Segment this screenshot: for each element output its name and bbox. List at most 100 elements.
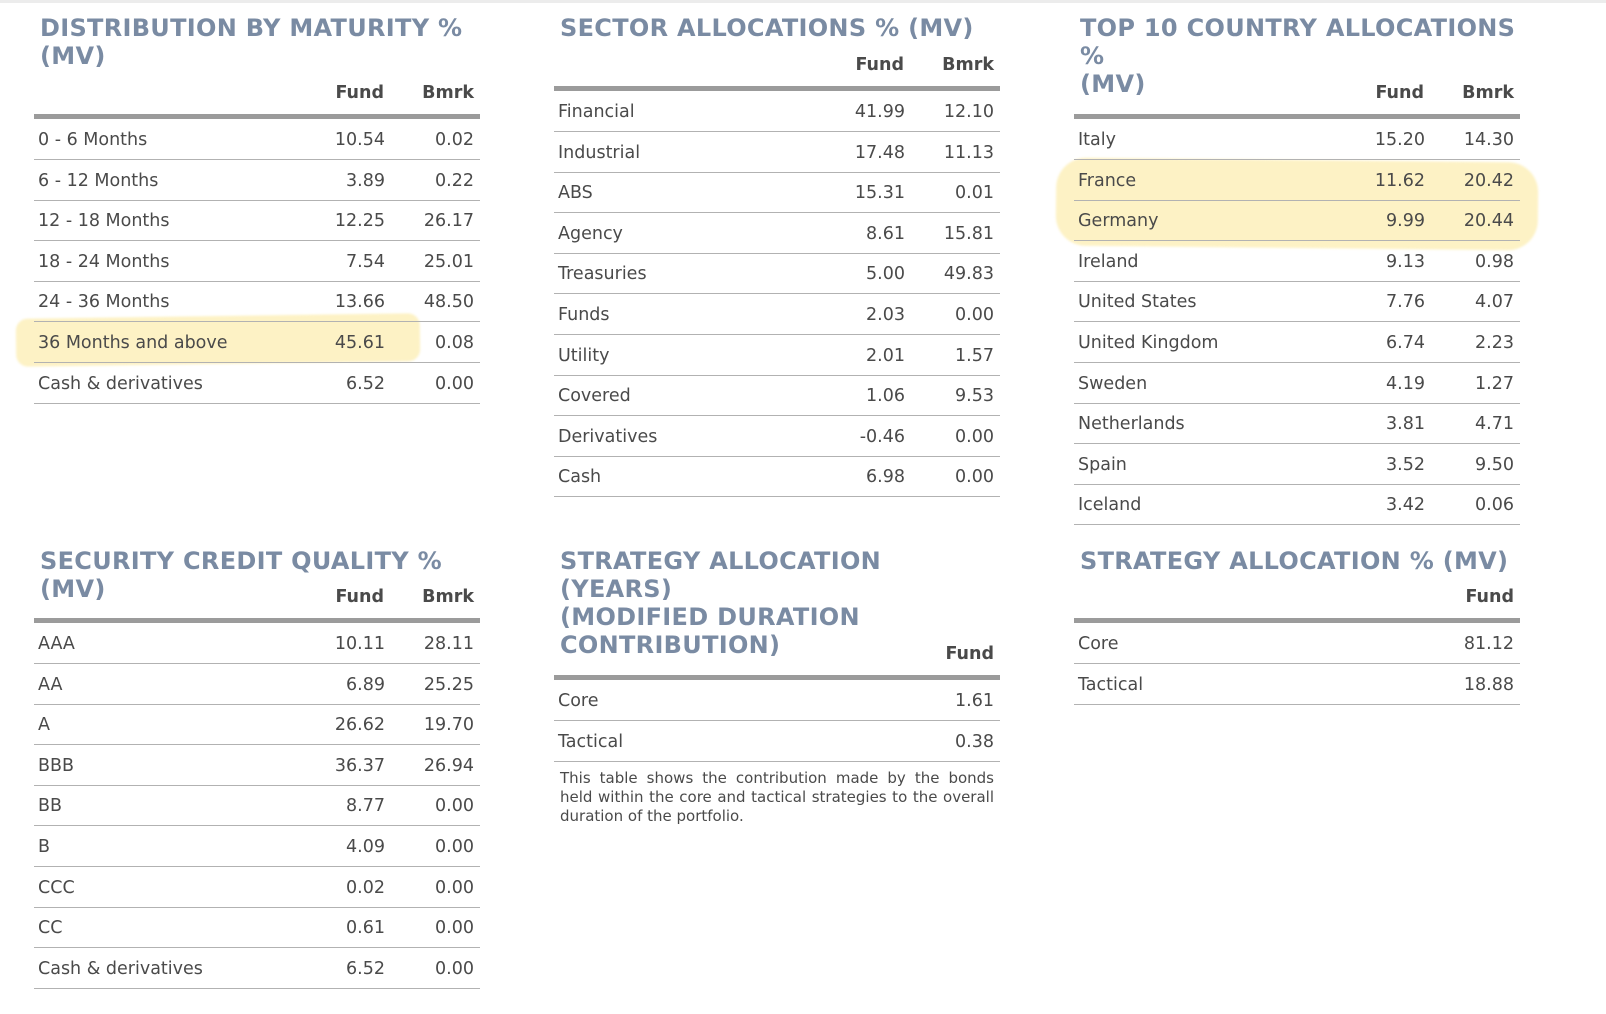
row-label: A [38,715,50,736]
country-bmrk-header: Bmrk [1462,83,1514,103]
row-label: Core [558,691,599,711]
credit-fund-header: Fund [335,587,384,607]
fund-value: 18.88 [1463,674,1514,695]
fund-value: 15.20 [1374,130,1425,150]
country-title: TOP 10 COUNTRY ALLOCATIONS % (MV) [1080,14,1520,98]
fund-value: 3.52 [1386,454,1425,475]
row-label: Sweden [1078,373,1148,394]
fund-value: 3.42 [1386,495,1425,516]
table-row: Ireland 9.13 0.98 [1074,241,1520,282]
bmrk-value: 0.22 [435,170,474,191]
strategy-mv-title: STRATEGY ALLOCATION % (MV) [1080,547,1508,575]
table-row: Tactical 0.38 [554,721,1000,762]
table-row: Utility 2.01 1.57 [554,335,1000,376]
table-row: Spain 3.52 9.50 [1074,444,1520,485]
row-label: AA [38,674,63,695]
fund-value: 15.31 [854,183,905,204]
table-row: Core 1.61 [554,680,1000,721]
bmrk-value: 19.70 [423,715,474,736]
row-label: 18 - 24 Months [38,251,170,272]
table-row: 6 - 12 Months 3.89 0.22 [34,160,480,201]
fund-value: 9.99 [1386,211,1425,232]
row-label: Spain [1078,454,1127,475]
fund-value: 81.12 [1463,634,1514,654]
fund-value: 11.62 [1374,170,1425,191]
table-row: 36 Months and above 45.61 0.08 [34,322,480,363]
table-row: Derivatives -0.46 0.00 [554,416,1000,457]
credit-panel: SECURITY CREDIT QUALITY % (MV) Fund Bmrk… [34,547,480,997]
credit-header-rule [34,618,480,623]
fund-value: -0.46 [859,426,905,447]
table-row: Italy 15.20 14.30 [1074,119,1520,160]
bmrk-value: 20.42 [1463,170,1514,191]
maturity-panel: DISTRIBUTION BY MATURITY % (MV) Fund Bmr… [15,14,480,414]
table-row: A 26.62 19.70 [34,704,480,746]
strategy-years-fund-header: Fund [945,644,994,664]
row-label: 24 - 36 Months [38,292,170,313]
bmrk-value: 0.00 [435,373,474,394]
bmrk-value: 20.44 [1463,211,1514,232]
fund-value: 5.00 [866,264,905,285]
fund-value: 7.76 [1386,292,1425,313]
bmrk-value: 26.94 [423,755,474,776]
table-row: B 4.09 0.00 [34,826,480,867]
fund-value: 12.25 [334,211,385,232]
fund-value: 3.89 [346,170,385,191]
table-row: Sweden 4.19 1.27 [1074,363,1520,404]
bmrk-value: 14.30 [1463,130,1514,150]
row-label: Industrial [558,142,641,163]
strategy-years-title-line1: STRATEGY ALLOCATION (YEARS) [560,547,882,603]
table-row: 12 - 18 Months 12.25 26.17 [34,200,480,242]
credit-title-line1: SECURITY CREDIT QUALITY % (MV) [40,547,442,603]
bmrk-value: 0.00 [435,877,474,898]
bmrk-value: 0.06 [1475,495,1514,516]
row-label: France [1078,170,1137,191]
fund-value: 2.01 [866,345,905,366]
table-row: 0 - 6 Months 10.54 0.02 [34,119,480,160]
fund-value: 41.99 [854,102,905,122]
maturity-bmrk-header: Bmrk [422,83,474,103]
bmrk-value: 0.00 [955,467,994,488]
bmrk-value: 25.01 [423,251,474,272]
table-row: Cash & derivatives 6.52 0.00 [34,948,480,989]
row-label: CCC [38,877,75,898]
bmrk-value: 0.00 [435,796,474,817]
row-label: Cash & derivatives [38,958,203,979]
row-label: B [38,837,51,857]
row-label: Core [1078,634,1119,654]
row-label: Italy [1078,130,1116,150]
page-top-rule [0,0,1606,3]
bmrk-value: 4.07 [1475,292,1514,313]
bmrk-value: 0.02 [435,130,474,150]
bmrk-value: 48.50 [423,292,474,313]
strategy-mv-fund-header: Fund [1465,587,1514,607]
table-row: Iceland 3.42 0.06 [1074,484,1520,526]
fund-value: 4.09 [346,837,385,857]
bmrk-value: 0.00 [955,426,994,447]
maturity-title: DISTRIBUTION BY MATURITY % (MV) [40,14,462,70]
sector-title: SECTOR ALLOCATIONS % (MV) [560,14,974,42]
bmrk-value: 12.10 [943,102,994,122]
strategy-years-header-rule [554,675,1000,680]
country-title-line2: (MV) [1080,70,1146,98]
bmrk-value: 0.00 [955,305,994,325]
bmrk-value: 1.57 [955,345,994,366]
country-fund-header: Fund [1375,83,1424,103]
bmrk-value: 0.00 [435,958,474,979]
maturity-fund-header: Fund [335,83,384,103]
row-label: Funds [558,305,610,325]
bmrk-value: 2.23 [1475,333,1514,353]
bmrk-value: 0.98 [1475,251,1514,272]
fund-value: 3.81 [1386,414,1425,435]
bmrk-value: 11.13 [943,142,994,163]
table-row: Cash 6.98 0.00 [554,456,1000,498]
table-row: France 11.62 20.42 [1074,160,1520,201]
fund-value: 17.48 [854,142,905,163]
fund-value: 26.62 [334,715,385,736]
row-label: 6 - 12 Months [38,170,159,191]
row-label: Covered [558,386,631,407]
strategy-years-footnote: This table shows the contribution made b… [560,769,994,825]
strategy-mv-panel: STRATEGY ALLOCATION % (MV) Fund Core 81.1… [1074,547,1520,717]
row-label: 36 Months and above [38,333,228,353]
strategy-mv-title-line1: STRATEGY ALLOCATION % (MV) [1080,547,1509,575]
